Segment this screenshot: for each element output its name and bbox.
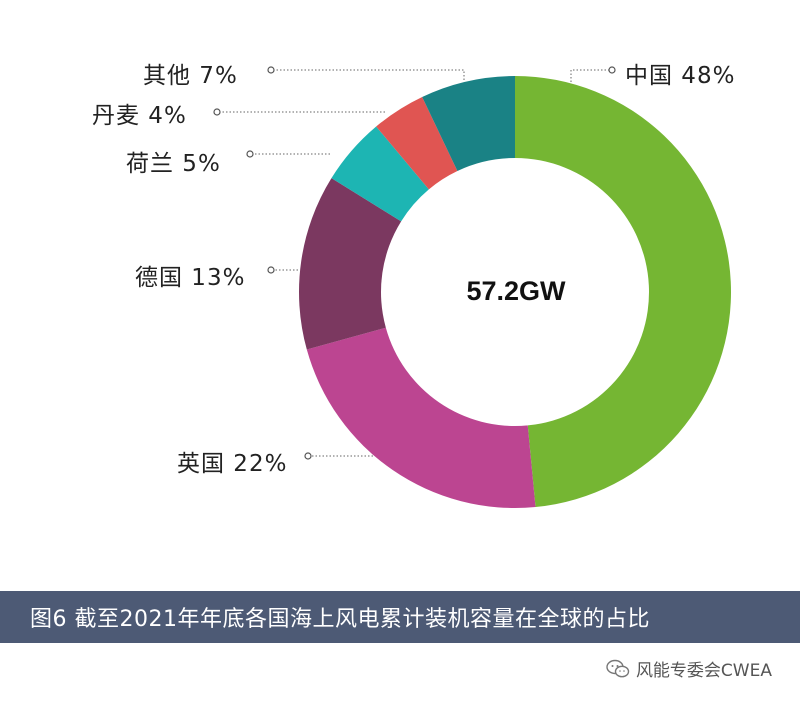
leader-dot-denmark	[213, 108, 221, 116]
leader-dot-china	[608, 66, 616, 74]
leader-lines-group	[213, 66, 616, 460]
slices-group	[299, 76, 732, 509]
slice-germany	[299, 178, 402, 350]
caption-bar: 图6 截至2021年年底各国海上风电累计装机容量在全球的占比	[0, 591, 800, 643]
slice-label-denmark: 丹麦 4%	[92, 103, 187, 129]
wechat-icon	[606, 659, 630, 677]
chart-svg	[213, 66, 732, 509]
leader-line-other	[274, 69, 465, 80]
watermark: 风能专委会CWEA	[606, 656, 772, 681]
slice-label-germany: 德国 13%	[135, 265, 246, 291]
leader-dot-uk	[304, 452, 312, 460]
figure-caption: 图6 截至2021年年底各国海上风电累计装机容量在全球的占比	[30, 607, 650, 632]
slice-label-china: 中国 48%	[625, 63, 736, 89]
slice-label-netherlands: 荷兰 5%	[126, 151, 221, 177]
donut-chart: 57.2GW 中国 48% 英国 22% 德国 13% 荷兰 5% 丹麦 4% …	[92, 63, 736, 509]
slice-china	[515, 76, 732, 508]
slice-denmark	[376, 96, 458, 190]
slice-label-uk: 英国 22%	[177, 451, 288, 477]
leader-dot-netherlands	[246, 150, 254, 158]
leader-dot-germany	[267, 266, 275, 274]
slice-netherlands	[331, 126, 429, 222]
slice-uk	[306, 327, 536, 509]
slice-label-other: 其他 7%	[143, 63, 238, 89]
watermark-text: 风能专委会CWEA	[635, 661, 772, 681]
slice-other	[422, 76, 515, 172]
leader-dot-other	[267, 66, 275, 74]
center-total-label: 57.2GW	[466, 276, 566, 306]
leader-line-china	[570, 69, 610, 82]
